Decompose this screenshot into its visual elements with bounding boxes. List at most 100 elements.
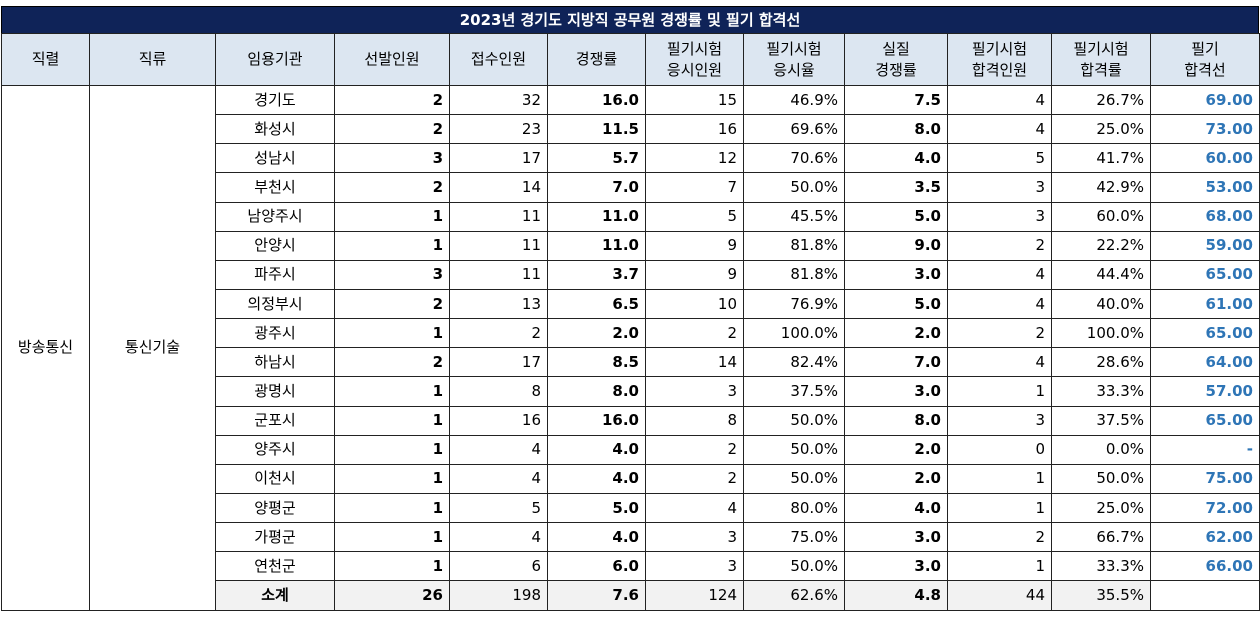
table-body: 방송통신 통신기술 경기도 2 32 16.0 15 46.9% 7.5 4 26.7% 69.00 화… xyxy=(1,84,1260,611)
cell-real: 5.0 xyxy=(844,288,948,320)
subtotal-real: 4.8 xyxy=(844,580,948,611)
cell-real: 4.0 xyxy=(844,492,948,524)
header-row: 직렬 직류 임용기관 선발인원 접수인원 경쟁률 필기시험 응시인원 필기시험 응시… xyxy=(1,33,1260,86)
cell-pass-rate: 26.7% xyxy=(1051,84,1151,116)
cell-ratio: 6.5 xyxy=(547,288,646,320)
cell-take-rate: 50.0% xyxy=(743,172,845,203)
subtotal-applicants: 198 xyxy=(449,580,548,611)
cell-ratio: 8.0 xyxy=(547,376,646,407)
table-row: 하남시 2 17 8.5 14 82.4% 7.0 4 28.6% 64.00 xyxy=(2,347,1260,378)
cell-take-rate: 37.5% xyxy=(743,376,845,407)
cell-applicants: 2 xyxy=(449,318,548,349)
cell-cutoff: 68.00 xyxy=(1150,201,1260,232)
cell-applicants: 4 xyxy=(449,522,548,553)
cell-pass-rate: 60.0% xyxy=(1051,201,1151,232)
group-jikryeol: 방송통신 xyxy=(1,85,90,611)
cell-pass-rate: 33.3% xyxy=(1051,376,1151,407)
cell-passers: 1 xyxy=(947,376,1052,407)
cell-real: 7.0 xyxy=(844,347,948,378)
cell-agency: 연천군 xyxy=(215,551,335,582)
cell-passers: 0 xyxy=(947,434,1052,465)
cell-cutoff: 73.00 xyxy=(1150,114,1260,145)
cell-passers: 5 xyxy=(947,143,1052,174)
header-exam-takers: 필기시험 응시인원 xyxy=(645,33,744,86)
table-title: 2023년 경기도 지방직 공무원 경쟁률 및 필기 합격선 xyxy=(1,6,1259,33)
cell-real: 8.0 xyxy=(844,405,948,436)
cell-ratio: 4.0 xyxy=(547,463,646,494)
cell-real: 2.0 xyxy=(844,318,948,349)
cell-hires: 1 xyxy=(334,463,450,494)
cell-ratio: 16.0 xyxy=(547,84,646,116)
cell-applicants: 11 xyxy=(449,230,548,261)
cell-pass-rate: 50.0% xyxy=(1051,463,1151,494)
subtotal-row: 소계 26 198 7.6 124 62.6% 4.8 44 35.5% xyxy=(2,580,1260,611)
cell-ratio: 16.0 xyxy=(547,405,646,436)
cell-takers: 9 xyxy=(645,230,744,261)
cell-applicants: 17 xyxy=(449,347,548,378)
cell-passers: 1 xyxy=(947,463,1052,494)
cell-pass-rate: 25.0% xyxy=(1051,492,1151,524)
cell-take-rate: 50.0% xyxy=(743,434,845,465)
cell-agency: 성남시 xyxy=(215,143,335,174)
cell-pass-rate: 37.5% xyxy=(1051,405,1151,436)
cell-hires: 1 xyxy=(334,492,450,524)
cell-agency: 화성시 xyxy=(215,114,335,145)
cell-cutoff: 72.00 xyxy=(1150,492,1260,524)
cell-takers: 12 xyxy=(645,143,744,174)
cell-cutoff: 64.00 xyxy=(1150,347,1260,378)
cell-take-rate: 50.0% xyxy=(743,405,845,436)
cell-cutoff: 69.00 xyxy=(1150,84,1260,116)
cell-ratio: 11.5 xyxy=(547,114,646,145)
cell-pass-rate: 40.0% xyxy=(1051,288,1151,320)
cell-real: 2.0 xyxy=(844,463,948,494)
cell-takers: 5 xyxy=(645,201,744,232)
cell-take-rate: 46.9% xyxy=(743,84,845,116)
cell-applicants: 14 xyxy=(449,172,548,203)
cell-hires: 2 xyxy=(334,288,450,320)
cell-hires: 1 xyxy=(334,405,450,436)
cell-pass-rate: 100.0% xyxy=(1051,318,1151,349)
cell-cutoff: 65.00 xyxy=(1150,405,1260,436)
cell-cutoff: 66.00 xyxy=(1150,551,1260,582)
cell-passers: 1 xyxy=(947,551,1052,582)
header-ratio: 경쟁률 xyxy=(547,33,646,86)
cell-take-rate: 100.0% xyxy=(743,318,845,349)
cell-agency: 남양주시 xyxy=(215,201,335,232)
cell-ratio: 5.0 xyxy=(547,492,646,524)
cell-pass-rate: 0.0% xyxy=(1051,434,1151,465)
cell-takers: 2 xyxy=(645,463,744,494)
cell-passers: 4 xyxy=(947,114,1052,145)
cell-applicants: 13 xyxy=(449,288,548,320)
subtotal-hires: 26 xyxy=(334,580,450,611)
cell-pass-rate: 33.3% xyxy=(1051,551,1151,582)
cell-passers: 3 xyxy=(947,201,1052,232)
table-row: 의정부시 2 13 6.5 10 76.9% 5.0 4 40.0% 61.00 xyxy=(2,288,1260,320)
cell-take-rate: 50.0% xyxy=(743,463,845,494)
cell-passers: 4 xyxy=(947,84,1052,116)
cell-passers: 3 xyxy=(947,172,1052,203)
cell-hires: 1 xyxy=(334,230,450,261)
cell-takers: 10 xyxy=(645,288,744,320)
cell-hires: 1 xyxy=(334,551,450,582)
cell-agency: 파주시 xyxy=(215,259,335,290)
cell-passers: 4 xyxy=(947,288,1052,320)
cell-real: 3.0 xyxy=(844,551,948,582)
cell-passers: 4 xyxy=(947,347,1052,378)
table-row: 방송통신 통신기술 경기도 2 32 16.0 15 46.9% 7.5 4 26.7% 69.00 xyxy=(1,84,1260,611)
cell-takers: 3 xyxy=(645,551,744,582)
cell-real: 3.0 xyxy=(844,259,948,290)
cell-agency: 광주시 xyxy=(215,318,335,349)
cell-pass-rate: 28.6% xyxy=(1051,347,1151,378)
cell-takers: 15 xyxy=(645,84,744,116)
table-row: 부천시 2 14 7.0 7 50.0% 3.5 3 42.9% 53.00 xyxy=(2,172,1260,203)
cell-takers: 2 xyxy=(645,318,744,349)
cell-takers: 9 xyxy=(645,259,744,290)
cell-pass-rate: 42.9% xyxy=(1051,172,1151,203)
cell-applicants: 17 xyxy=(449,143,548,174)
cell-applicants: 4 xyxy=(449,434,548,465)
cell-hires: 3 xyxy=(334,259,450,290)
cell-ratio: 4.0 xyxy=(547,522,646,553)
cell-applicants: 16 xyxy=(449,405,548,436)
cell-takers: 16 xyxy=(645,114,744,145)
cell-take-rate: 81.8% xyxy=(743,259,845,290)
